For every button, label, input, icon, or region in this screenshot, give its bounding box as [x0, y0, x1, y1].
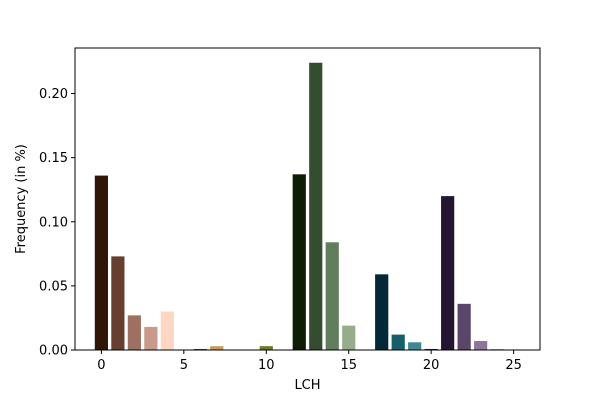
bar-1	[111, 256, 125, 350]
x-axis-ticks: 0 5 10 15 20 25	[97, 350, 522, 373]
bar-17	[375, 274, 389, 350]
bars-group	[94, 62, 521, 350]
y-axis-label: Frequency (in %)	[14, 144, 29, 254]
bar-10	[259, 346, 273, 350]
bar-24	[490, 348, 504, 350]
bar-14	[325, 242, 339, 350]
x-tick-label: 0	[97, 358, 105, 373]
bar-13	[309, 62, 323, 350]
bar-19	[408, 342, 422, 350]
x-tick-label: 10	[258, 358, 275, 373]
y-axis-ticks: 0.00 0.05 0.10 0.15 0.20	[39, 87, 75, 359]
y-tick-label: 0.10	[39, 215, 68, 230]
y-tick-label: 0.15	[39, 151, 68, 166]
x-tick-label: 20	[423, 358, 440, 373]
x-axis-label: LCH	[294, 378, 320, 393]
y-tick-label: 0.00	[39, 344, 68, 359]
bar-6	[193, 348, 207, 350]
plot-frame	[74, 47, 541, 351]
bar-3	[144, 326, 158, 350]
bar-21	[441, 196, 455, 350]
bar-18	[391, 334, 405, 350]
bar-0	[94, 175, 108, 350]
x-tick-label: 15	[340, 358, 357, 373]
bar-22	[457, 303, 471, 350]
bar-7	[210, 346, 224, 350]
bar-2	[127, 315, 141, 350]
bar-4	[160, 311, 174, 350]
x-tick-label: 5	[180, 358, 188, 373]
y-tick-label: 0.20	[39, 87, 68, 102]
x-tick-label: 25	[505, 358, 522, 373]
bar-20	[424, 348, 438, 350]
bar-15	[342, 325, 356, 350]
bar-12	[292, 174, 306, 350]
y-tick-label: 0.05	[39, 279, 68, 294]
bar-23	[474, 341, 488, 350]
